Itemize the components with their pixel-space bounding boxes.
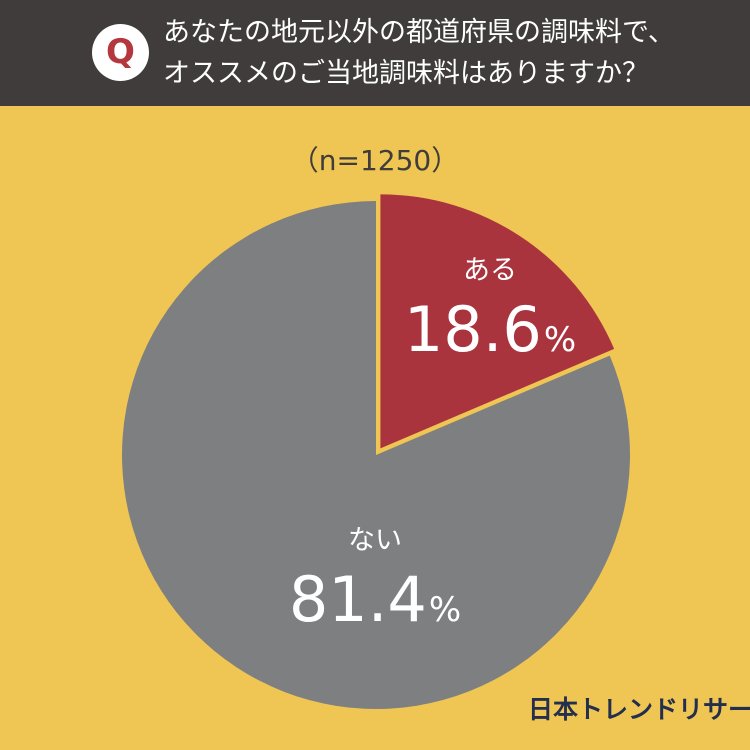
- slice-label-1: ない: [348, 525, 402, 556]
- slice-value-unit-1: %: [429, 590, 461, 630]
- sample-size-label: （n=1250）: [290, 144, 460, 177]
- question-line-2: オススメのご当地調味料はありますか？: [163, 58, 649, 89]
- slice-value-number-1: 81.4: [289, 563, 427, 636]
- slice-value-0: 18.6%: [404, 293, 576, 366]
- slice-value-number-0: 18.6: [404, 293, 542, 366]
- question-line-1: あなたの地元以外の都道府県の調味料で、: [163, 17, 675, 48]
- pie-slice-0: [380, 194, 615, 449]
- question-letter: Q: [106, 32, 135, 72]
- question-badge: Q: [92, 24, 149, 81]
- brand-logo: 日本トレンドリサーチ: [528, 695, 750, 724]
- slice-label-0: ある: [463, 255, 517, 286]
- pie-slice-1: [121, 201, 630, 709]
- slice-value-1: 81.4%: [289, 563, 461, 636]
- question-header: Q あなたの地元以外の都道府県の調味料で、 オススメのご当地調味料はありますか？: [0, 0, 750, 106]
- slice-labels: ある 18.6% ない 81.4%: [289, 255, 576, 636]
- slice-value-unit-0: %: [544, 320, 576, 360]
